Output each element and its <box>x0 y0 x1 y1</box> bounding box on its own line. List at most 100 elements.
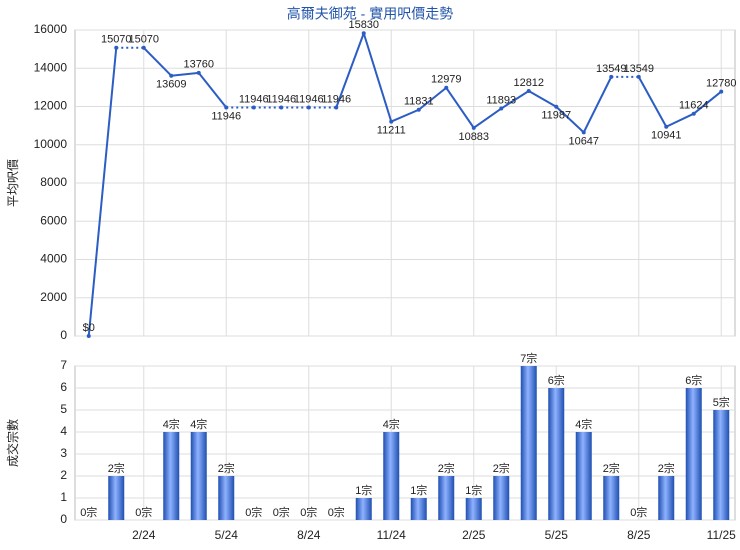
x-tick-label: 5/24 <box>215 528 239 542</box>
bar-value-label: 0宗 <box>135 505 152 519</box>
x-tick-label: 5/25 <box>545 528 569 542</box>
point <box>279 105 284 110</box>
y-tick-label: 6000 <box>40 213 67 227</box>
point-value-label: 11946 <box>239 93 269 105</box>
y-axis-label: 成交宗數 <box>5 419 20 467</box>
line-segment <box>528 90 557 108</box>
bar <box>548 388 565 520</box>
point <box>224 105 229 110</box>
y-tick-label: 2000 <box>40 290 67 304</box>
line-segment <box>197 72 228 109</box>
bar <box>658 476 675 520</box>
bar-value-label: 2宗 <box>658 461 675 475</box>
y-tick-label: 4000 <box>40 252 67 266</box>
point-value-label: 11831 <box>404 96 434 108</box>
point-value-label: 11946 <box>294 93 324 105</box>
line-segment <box>87 47 118 337</box>
point <box>306 105 311 110</box>
bar-value-label: 4宗 <box>383 417 400 431</box>
point <box>664 124 669 129</box>
bar-value-label: 1宗 <box>355 483 372 497</box>
bar <box>465 498 482 520</box>
line-segment <box>665 112 695 128</box>
point-value-label: 15070 <box>128 34 159 46</box>
point-value-label: 12780 <box>706 77 737 89</box>
bar <box>218 476 235 520</box>
y-tick-label: 4 <box>60 424 67 438</box>
bar <box>685 388 702 520</box>
bar <box>355 498 372 520</box>
point-value-label: 10883 <box>458 131 489 143</box>
point-value-label: 13609 <box>156 79 187 91</box>
bar-value-label: 7宗 <box>520 351 537 365</box>
y-tick-label: 7 <box>60 358 67 372</box>
y-tick-label: 0 <box>60 328 67 342</box>
bar <box>603 476 620 520</box>
point <box>719 89 724 94</box>
bar <box>383 432 400 520</box>
y-tick-label: 5 <box>60 402 67 416</box>
bar <box>520 366 537 520</box>
bar <box>163 432 180 520</box>
point <box>361 31 366 36</box>
line-segment <box>555 106 585 134</box>
point <box>636 74 641 79</box>
y-tick-label: 1 <box>60 490 67 504</box>
y-tick-label: 2 <box>60 468 67 482</box>
bar-value-label: 0宗 <box>300 505 317 519</box>
bar-value-label: 2宗 <box>218 461 235 475</box>
bar-value-label: 1宗 <box>465 483 482 497</box>
point-value-label: 10647 <box>568 135 599 147</box>
y-axis-label: 平均呎價 <box>6 159 20 207</box>
bar-value-label: 2宗 <box>108 461 125 475</box>
point <box>526 88 531 93</box>
line-segment <box>693 90 722 115</box>
y-tick-label: 0 <box>60 512 67 526</box>
line-segment <box>390 108 420 123</box>
x-tick-label: 11/24 <box>377 528 406 542</box>
point <box>691 111 696 116</box>
bar-value-label: 2宗 <box>603 461 620 475</box>
x-tick-label: 8/25 <box>627 528 651 542</box>
chart-title: 高爾夫御苑 - 實用呎價走勢 <box>287 6 453 22</box>
y-tick-label: 6 <box>60 380 67 394</box>
line-segment <box>473 107 502 129</box>
point <box>444 85 449 90</box>
point-value-label: 13549 <box>623 63 654 75</box>
bar <box>438 476 455 520</box>
line-segment <box>171 71 199 77</box>
bar-value-label: 5宗 <box>713 395 730 409</box>
point <box>416 107 421 112</box>
point-value-label: 11211 <box>377 124 406 136</box>
bar-value-label: 4宗 <box>163 417 180 431</box>
bar-value-label: 4宗 <box>575 417 592 431</box>
line-segment <box>143 47 172 77</box>
bar <box>190 432 207 520</box>
point-value-label: 11893 <box>486 94 516 106</box>
point-value-label: 12979 <box>431 74 462 86</box>
point-value-label: 11946 <box>211 110 241 122</box>
point-value-label: 11987 <box>541 110 571 122</box>
bar <box>410 498 427 520</box>
point-value-label: 10941 <box>651 130 682 142</box>
point <box>609 74 614 79</box>
bar <box>575 432 592 520</box>
y-tick-label: 14000 <box>34 60 68 74</box>
bar-value-label: 6宗 <box>548 373 565 387</box>
bar-value-label: 0宗 <box>245 505 262 519</box>
line-segment <box>418 86 447 111</box>
bar-value-label: 0宗 <box>630 505 647 519</box>
bar-value-label: 2宗 <box>493 461 510 475</box>
point <box>114 45 119 50</box>
bar <box>713 410 730 520</box>
point <box>251 105 256 110</box>
point-value-label: 11946 <box>321 93 351 105</box>
bar-value-label: 1宗 <box>410 483 427 497</box>
bar-value-label: 2宗 <box>438 461 455 475</box>
y-tick-label: 3 <box>60 446 67 460</box>
x-tick-label: 2/24 <box>132 528 156 542</box>
y-tick-label: 10000 <box>34 137 68 151</box>
point-value-label: 15830 <box>348 19 379 31</box>
y-tick-label: 16000 <box>34 22 68 36</box>
